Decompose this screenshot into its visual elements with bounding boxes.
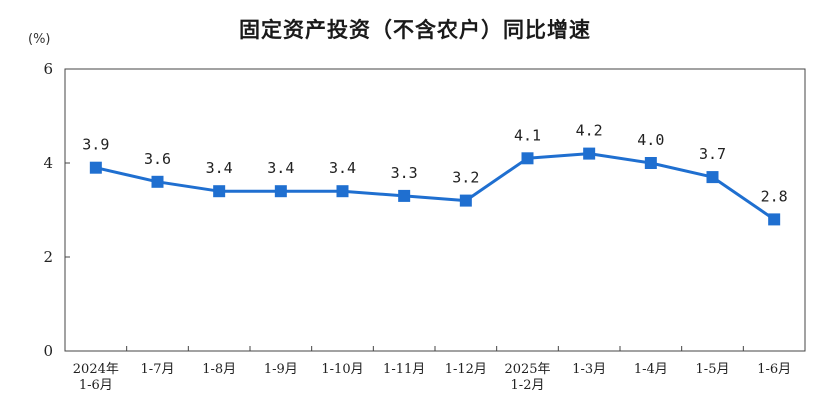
y-tick-label: 2 bbox=[43, 248, 53, 266]
data-label: 3.4 bbox=[267, 159, 294, 177]
data-point bbox=[706, 171, 719, 184]
plot-frame bbox=[64, 68, 806, 352]
x-tick-label: 2024年 1-6月 bbox=[73, 362, 119, 393]
x-tick-label: 1-12月 bbox=[445, 362, 487, 377]
x-tick-label: 1-10月 bbox=[321, 362, 363, 377]
data-label: 3.6 bbox=[144, 150, 171, 168]
x-tick-label: 1-11月 bbox=[383, 362, 425, 377]
data-point bbox=[644, 157, 657, 169]
x-tick-label: 1-5月 bbox=[696, 362, 730, 377]
data-label: 2.8 bbox=[761, 187, 788, 205]
data-point bbox=[521, 152, 534, 165]
data-label: 3.3 bbox=[391, 164, 418, 182]
x-tick-label: 2025年 1-2月 bbox=[504, 362, 550, 393]
data-label: 3.9 bbox=[82, 136, 109, 154]
y-tick-label: 4 bbox=[43, 154, 53, 172]
series-line bbox=[95, 152, 776, 221]
data-point bbox=[583, 147, 596, 160]
data-label: 3.4 bbox=[329, 159, 356, 177]
y-tick-label: 6 bbox=[43, 60, 53, 78]
data-point bbox=[398, 189, 411, 202]
x-tick-label: 1-6月 bbox=[757, 362, 791, 377]
data-label: 3.7 bbox=[699, 145, 726, 163]
data-point bbox=[151, 175, 164, 188]
data-point bbox=[768, 213, 781, 226]
x-tick-label: 1-8月 bbox=[202, 362, 236, 377]
data-label: 3.2 bbox=[452, 169, 479, 187]
data-point bbox=[213, 185, 226, 198]
data-label: 4.2 bbox=[576, 122, 603, 140]
data-label: 4.1 bbox=[514, 126, 541, 144]
data-label: 3.4 bbox=[206, 159, 233, 177]
data-point bbox=[459, 194, 472, 207]
x-tick-label: 1-3月 bbox=[572, 362, 606, 377]
x-tick-label: 1-9月 bbox=[264, 362, 298, 377]
data-label: 4.0 bbox=[637, 131, 664, 149]
chart-title: 固定资产投资（不含农户）同比增速 bbox=[239, 18, 591, 42]
y-unit-label: (%) bbox=[28, 32, 51, 47]
data-point bbox=[336, 185, 349, 198]
data-point bbox=[89, 161, 102, 174]
x-tick-label: 1-7月 bbox=[141, 362, 175, 377]
data-point bbox=[274, 185, 287, 198]
y-tick-label: 0 bbox=[43, 342, 53, 360]
x-tick-label: 1-4月 bbox=[634, 362, 668, 377]
